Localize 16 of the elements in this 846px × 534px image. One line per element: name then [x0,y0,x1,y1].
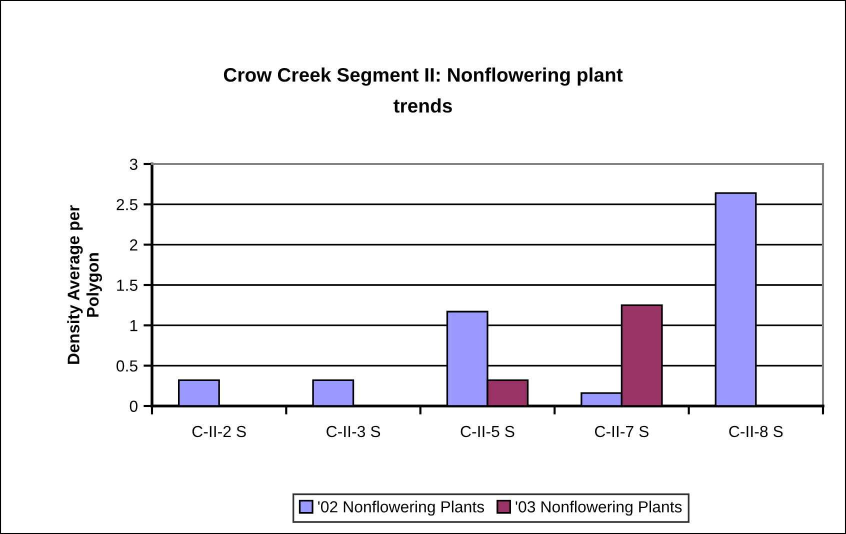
y-tick-label: 1 [130,320,138,332]
x-tick-label: C-II-2 S [192,426,246,438]
x-tick-label: C-II-8 S [729,426,783,438]
y-tick-label: 1.5 [117,280,138,291]
y-axis-title: Density Average per Polygon [67,205,102,364]
legend-label: '02 Nonflowering Plants [318,500,484,516]
x-tick-label: C-II-7 S [595,426,648,438]
y-tick-label: 2 [130,239,138,250]
x-tick-label: C-II-5 S [460,426,514,438]
y-tick-label: 0 [130,400,138,412]
y-tick-label: 3 [130,158,138,170]
legend-label: '03 Nonflowering Plants [516,500,682,516]
y-tick-label: 0.5 [116,360,138,372]
x-tick-label: C-II-3 S [326,426,380,438]
chart-title: Crow Creek Segment II: Nonflowering plant trends [224,67,623,113]
y-tick-label: 2.5 [116,198,138,210]
